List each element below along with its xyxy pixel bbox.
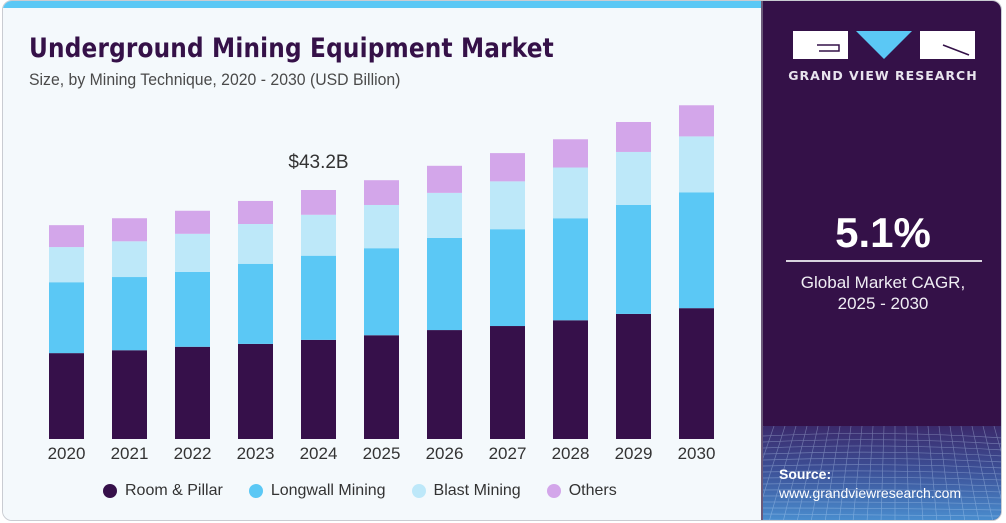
legend-swatch-icon bbox=[248, 484, 263, 498]
legend-swatch-icon bbox=[411, 484, 426, 498]
bar-segment-room-pillar-2025 bbox=[364, 335, 399, 439]
bar-segment-longwall-mining-2030 bbox=[679, 192, 714, 309]
x-tick-label: 2025 bbox=[363, 444, 401, 463]
bar-segment-blast-mining-2023 bbox=[238, 224, 273, 264]
bar-segment-longwall-mining-2025 bbox=[364, 248, 399, 336]
grand-view-research-logo-icon bbox=[793, 31, 975, 59]
bar-segment-room-pillar-2030 bbox=[679, 308, 714, 439]
source-url: www.grandviewresearch.com bbox=[779, 485, 962, 501]
bar-segment-room-pillar-2024 bbox=[301, 339, 336, 439]
bar-segment-others-2026 bbox=[427, 165, 462, 193]
bar-segment-blast-mining-2020 bbox=[49, 247, 84, 283]
x-tick-label: 2027 bbox=[489, 444, 527, 463]
bar-segment-others-2024 bbox=[301, 190, 336, 215]
cagr-label-line1: Global Market CAGR, bbox=[800, 273, 966, 292]
bar-segment-others-2023 bbox=[238, 200, 273, 225]
legend-label: Room & Pillar bbox=[125, 482, 223, 499]
source-title: Source: bbox=[779, 466, 832, 482]
bar-segment-longwall-mining-2021 bbox=[112, 277, 147, 351]
bar-segment-room-pillar-2023 bbox=[238, 343, 273, 439]
legend-label: Others bbox=[568, 482, 617, 499]
bar-segment-others-2030 bbox=[679, 105, 714, 137]
x-tick-label: 2030 bbox=[678, 444, 716, 463]
bar-segment-others-2027 bbox=[490, 153, 525, 182]
cagr-value: 5.1% bbox=[835, 209, 931, 256]
source-panel: Source: www.grandviewresearch.com bbox=[763, 426, 1001, 520]
data-label-annotation: $43.2B bbox=[288, 152, 348, 173]
x-tick-label: 2029 bbox=[615, 444, 653, 463]
bar-segment-blast-mining-2021 bbox=[112, 241, 147, 278]
chart-subtitle: Size, by Mining Technique, 2020 - 2030 (… bbox=[29, 70, 401, 89]
legend-swatch-icon bbox=[546, 484, 561, 498]
brand-panel: GRAND VIEW RESEARCH 5.1% Global Market C… bbox=[761, 1, 1001, 520]
bar-segment-others-2020 bbox=[49, 225, 84, 248]
bar-segment-blast-mining-2029 bbox=[616, 151, 651, 205]
x-tick-label: 2026 bbox=[426, 444, 464, 463]
bar-segment-longwall-mining-2027 bbox=[490, 229, 525, 327]
bar-segment-room-pillar-2027 bbox=[490, 326, 525, 439]
brand-name: GRAND VIEW RESEARCH bbox=[788, 68, 978, 83]
bar-segment-room-pillar-2021 bbox=[112, 350, 147, 439]
bar-segment-blast-mining-2027 bbox=[490, 181, 525, 230]
bar-segment-room-pillar-2020 bbox=[49, 353, 84, 439]
x-tick-label: 2021 bbox=[111, 444, 149, 463]
x-tick-label: 2020 bbox=[48, 444, 86, 463]
bar-segment-blast-mining-2022 bbox=[175, 233, 210, 272]
legend-label: Blast Mining bbox=[433, 482, 521, 499]
x-tick-label: 2022 bbox=[174, 444, 212, 463]
legend-item: Longwall Mining bbox=[248, 482, 386, 500]
legend-item: Blast Mining bbox=[411, 482, 521, 500]
bar-segment-others-2025 bbox=[364, 180, 399, 205]
bar-segment-room-pillar-2026 bbox=[427, 330, 462, 439]
bar-segment-blast-mining-2030 bbox=[679, 136, 714, 193]
bar-segment-others-2022 bbox=[175, 210, 210, 234]
bar-segment-room-pillar-2028 bbox=[553, 320, 588, 439]
bar-segment-room-pillar-2029 bbox=[616, 313, 651, 439]
bar-segment-others-2028 bbox=[553, 139, 588, 168]
grid-pattern-icon bbox=[763, 426, 1001, 520]
bar-segment-blast-mining-2025 bbox=[364, 204, 399, 249]
bar-segment-longwall-mining-2029 bbox=[616, 204, 651, 314]
cagr-label-line2: 2025 - 2030 bbox=[837, 294, 929, 313]
bar-segment-others-2029 bbox=[616, 121, 651, 152]
cagr-label: Global Market CAGR, 2025 - 2030 bbox=[763, 272, 1001, 314]
x-tick-label: 2024 bbox=[300, 444, 338, 463]
bar-segment-blast-mining-2026 bbox=[427, 192, 462, 238]
legend: Room & Pillar Longwall Mining Blast Mining… bbox=[103, 482, 643, 500]
bar-segment-longwall-mining-2022 bbox=[175, 271, 210, 347]
bar-segment-room-pillar-2022 bbox=[175, 346, 210, 439]
divider bbox=[786, 260, 982, 262]
bar-segment-longwall-mining-2024 bbox=[301, 255, 336, 340]
bar-segment-others-2021 bbox=[112, 218, 147, 242]
bar-segment-longwall-mining-2020 bbox=[49, 282, 84, 354]
legend-label: Longwall Mining bbox=[270, 482, 386, 499]
bar-segment-blast-mining-2028 bbox=[553, 167, 588, 219]
stacked-bar-chart: 2020 2021 2022 2023 2024 $43.2B 2025 2026 2027 20… bbox=[48, 105, 716, 463]
chart-title: Underground Mining Equipment Market bbox=[29, 33, 554, 64]
legend-item: Others bbox=[546, 482, 617, 500]
bar-segment-longwall-mining-2026 bbox=[427, 237, 462, 331]
accent-bar bbox=[3, 1, 761, 8]
legend-item: Room & Pillar bbox=[103, 482, 223, 500]
bar-segment-longwall-mining-2023 bbox=[238, 263, 273, 344]
bar-segment-blast-mining-2024 bbox=[301, 214, 336, 256]
bar-segment-longwall-mining-2028 bbox=[553, 218, 588, 321]
x-tick-label: 2023 bbox=[237, 444, 275, 463]
x-tick-label: 2028 bbox=[552, 444, 590, 463]
legend-swatch-icon bbox=[103, 484, 117, 498]
